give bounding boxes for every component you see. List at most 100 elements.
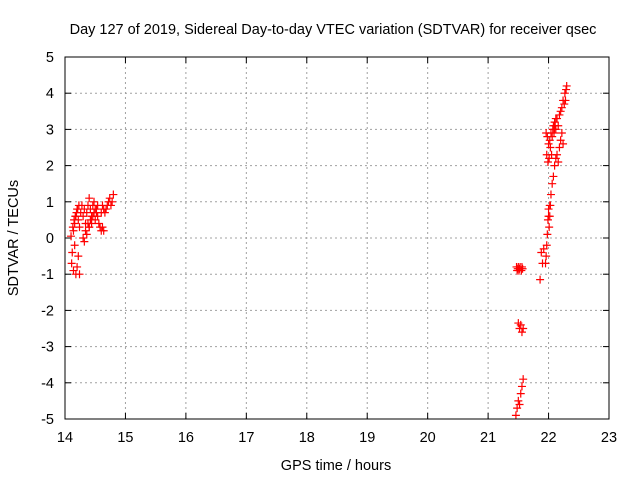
data-point <box>93 212 102 221</box>
data-point <box>554 157 563 166</box>
data-point <box>555 110 564 119</box>
x-tick-label: 16 <box>178 430 194 446</box>
data-point <box>75 223 84 232</box>
data-point <box>544 139 553 148</box>
y-tick-label: -2 <box>41 303 54 319</box>
grid <box>65 57 609 419</box>
data-point <box>85 223 94 232</box>
x-tick-label: 22 <box>540 430 556 446</box>
y-tick-label: -5 <box>41 412 54 428</box>
data-point <box>82 230 91 239</box>
data-point <box>74 252 83 261</box>
data-point <box>546 190 555 199</box>
data-point <box>73 205 82 214</box>
data-point <box>550 161 559 170</box>
data-point <box>70 219 79 228</box>
data-point <box>517 382 526 391</box>
data-point <box>542 241 551 250</box>
data-point <box>553 150 562 159</box>
x-tick-label: 14 <box>57 430 73 446</box>
data-point <box>556 107 565 116</box>
data-point <box>544 205 553 214</box>
data-point <box>560 89 569 98</box>
data-point <box>554 121 563 130</box>
data-point <box>517 266 526 275</box>
data-point <box>75 270 84 279</box>
data-point <box>511 411 520 420</box>
data-point <box>519 375 528 384</box>
data-point <box>536 275 545 284</box>
y-tick-label: 5 <box>46 50 54 66</box>
data-point <box>515 400 524 409</box>
data-point <box>561 96 570 105</box>
data-point <box>514 396 523 405</box>
data-point <box>73 262 82 271</box>
data-point <box>560 100 569 109</box>
data-point <box>100 208 109 217</box>
data-point <box>79 234 88 242</box>
x-tick-label: 19 <box>359 430 375 446</box>
plot-frame <box>64 56 610 420</box>
data-point <box>542 252 551 261</box>
data-point <box>559 139 568 148</box>
data-point <box>549 129 558 138</box>
x-tick-label: 20 <box>420 430 436 446</box>
x-tick-label: 17 <box>238 430 254 446</box>
data-point <box>517 262 526 271</box>
data-point <box>109 190 118 199</box>
data-point <box>67 232 76 241</box>
axis-ticks <box>64 56 610 420</box>
data-point <box>548 179 557 188</box>
data-point <box>548 132 557 141</box>
data-point <box>99 226 108 235</box>
y-tick-label: 3 <box>46 122 54 138</box>
data-point <box>90 197 99 206</box>
x-axis-label: GPS time / hours <box>281 458 391 474</box>
data-point <box>545 201 554 210</box>
data-point <box>106 201 115 210</box>
data-point <box>562 81 571 90</box>
data-point <box>108 197 117 206</box>
x-tick-label: 18 <box>299 430 315 446</box>
data-point <box>67 259 76 268</box>
data-point <box>80 237 89 246</box>
x-tick-label: 21 <box>480 430 496 446</box>
x-tick-label: 23 <box>601 430 617 446</box>
data-point <box>81 226 90 235</box>
y-tick-label: -1 <box>41 267 54 283</box>
y-tick-labels: -5 -4 -3 -2 -1 0 1 2 3 4 5 <box>41 50 54 428</box>
data-point <box>79 212 88 221</box>
data-point <box>549 172 558 181</box>
data-point <box>545 223 554 232</box>
y-tick-label: 2 <box>46 159 54 175</box>
data-point <box>74 215 83 224</box>
y-tick-label: -3 <box>41 340 54 356</box>
data-point <box>85 194 94 203</box>
y-axis-label: SDTVAR / TECUs <box>6 180 22 296</box>
data-point <box>546 143 555 152</box>
data-point <box>83 219 92 228</box>
data-point <box>543 157 552 166</box>
data-point <box>519 324 528 333</box>
data-point <box>98 223 107 232</box>
data-point <box>68 248 77 257</box>
y-tick-label: 1 <box>46 195 54 211</box>
data-point <box>543 215 552 224</box>
chart-title: Day 127 of 2019, Sidereal Day-to-day VTE… <box>70 22 597 38</box>
data-point <box>557 129 566 138</box>
data-point <box>69 226 78 235</box>
data-point <box>518 264 527 273</box>
data-point <box>92 205 101 214</box>
data-point <box>562 85 571 94</box>
data-point <box>516 389 525 398</box>
x-tick-label: 15 <box>117 430 133 446</box>
y-tick-label: -4 <box>41 376 54 392</box>
data-point <box>94 219 103 228</box>
x-tick-labels: 14 15 16 17 18 19 20 21 22 23 <box>57 430 617 446</box>
data-point <box>82 208 91 217</box>
data-points <box>67 81 571 420</box>
data-point <box>517 328 526 337</box>
data-point <box>544 212 553 221</box>
data-point <box>541 259 550 268</box>
